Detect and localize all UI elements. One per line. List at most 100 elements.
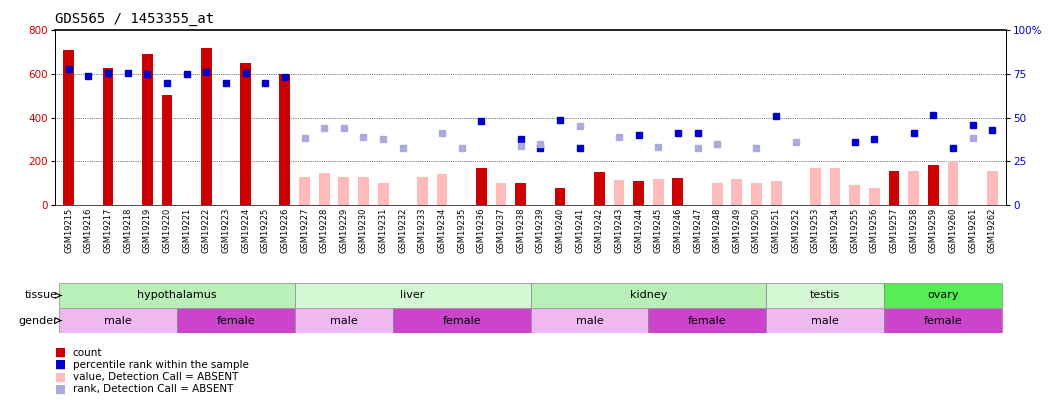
Text: GSM19262: GSM19262 (988, 207, 997, 253)
Bar (358, 177, 369, 205)
Text: ■: ■ (54, 370, 66, 384)
Text: GSM19223: GSM19223 (221, 207, 231, 253)
Text: GDS565 / 1453355_at: GDS565 / 1453355_at (54, 12, 214, 26)
Text: gender: gender (18, 315, 58, 326)
Text: ■: ■ (54, 358, 66, 371)
Bar (516, 183, 526, 205)
Bar (830, 168, 840, 205)
Bar (103, 68, 113, 205)
Text: GSM19219: GSM19219 (143, 207, 152, 253)
Bar (766, 308, 885, 333)
Text: GSM19257: GSM19257 (890, 207, 898, 253)
Text: rank, Detection Call = ABSENT: rank, Detection Call = ABSENT (72, 384, 234, 394)
Text: male: male (104, 315, 132, 326)
Text: value, Detection Call = ABSENT: value, Detection Call = ABSENT (72, 372, 238, 382)
Text: GSM19230: GSM19230 (359, 207, 368, 253)
Text: GSM19246: GSM19246 (674, 207, 682, 253)
Bar (732, 179, 742, 205)
Text: GSM19253: GSM19253 (811, 207, 820, 253)
Bar (59, 283, 294, 308)
Text: GSM19220: GSM19220 (162, 207, 172, 253)
Text: liver: liver (400, 290, 424, 301)
Text: male: male (575, 315, 604, 326)
Text: female: female (442, 315, 481, 326)
Text: ■: ■ (54, 346, 66, 359)
Text: GSM19221: GSM19221 (182, 207, 191, 253)
Text: GSM19234: GSM19234 (438, 207, 446, 253)
Bar (649, 308, 766, 333)
Bar (889, 171, 899, 205)
Text: GSM19261: GSM19261 (968, 207, 977, 253)
Bar (141, 54, 153, 205)
Bar (201, 47, 212, 205)
Bar (885, 283, 1002, 308)
Text: GSM19245: GSM19245 (654, 207, 662, 253)
Text: GSM19252: GSM19252 (791, 207, 801, 253)
Bar (849, 185, 860, 205)
Bar (712, 183, 722, 205)
Text: GSM19251: GSM19251 (771, 207, 781, 253)
Text: GSM19239: GSM19239 (536, 207, 545, 253)
Bar (63, 50, 74, 205)
Text: GSM19243: GSM19243 (614, 207, 624, 253)
Text: ovary: ovary (927, 290, 959, 301)
Bar (437, 175, 447, 205)
Text: GSM19240: GSM19240 (555, 207, 565, 253)
Text: GSM19226: GSM19226 (281, 207, 289, 253)
Bar (594, 172, 605, 205)
Bar (280, 74, 290, 205)
Bar (240, 63, 252, 205)
Bar (377, 183, 389, 205)
Text: male: male (330, 315, 357, 326)
Text: GSM19215: GSM19215 (64, 207, 73, 253)
Text: GSM19259: GSM19259 (929, 207, 938, 253)
Text: GSM19236: GSM19236 (477, 207, 486, 253)
Text: GSM19249: GSM19249 (733, 207, 741, 253)
Bar (339, 177, 349, 205)
Text: GSM19256: GSM19256 (870, 207, 879, 253)
Text: GSM19222: GSM19222 (202, 207, 211, 253)
Bar (947, 161, 958, 205)
Bar (673, 178, 683, 205)
Bar (417, 177, 428, 205)
Text: GSM19250: GSM19250 (752, 207, 761, 253)
Bar (476, 168, 486, 205)
Text: GSM19258: GSM19258 (910, 207, 918, 253)
Text: GSM19238: GSM19238 (517, 207, 525, 253)
Text: GSM19232: GSM19232 (398, 207, 408, 253)
Bar (633, 181, 643, 205)
Text: GSM19237: GSM19237 (497, 207, 505, 253)
Bar (59, 308, 177, 333)
Bar (530, 308, 649, 333)
Bar (770, 181, 782, 205)
Bar (161, 94, 173, 205)
Bar (299, 177, 310, 205)
Text: GSM19229: GSM19229 (340, 207, 348, 253)
Text: GSM19241: GSM19241 (575, 207, 584, 253)
Text: GSM19247: GSM19247 (693, 207, 702, 253)
Text: female: female (923, 315, 962, 326)
Text: GSM19255: GSM19255 (850, 207, 859, 253)
Bar (885, 308, 1002, 333)
Bar (766, 283, 885, 308)
Bar (987, 171, 998, 205)
Bar (653, 179, 663, 205)
Text: GSM19244: GSM19244 (634, 207, 643, 253)
Text: hypothalamus: hypothalamus (137, 290, 217, 301)
Text: GSM19231: GSM19231 (378, 207, 388, 253)
Text: GSM19225: GSM19225 (261, 207, 269, 253)
Bar (810, 168, 821, 205)
Text: GSM19235: GSM19235 (457, 207, 466, 253)
Bar (909, 171, 919, 205)
Text: female: female (689, 315, 726, 326)
Text: GSM19254: GSM19254 (831, 207, 839, 253)
Text: tissue: tissue (25, 290, 58, 301)
Bar (177, 308, 294, 333)
Text: percentile rank within the sample: percentile rank within the sample (72, 360, 248, 370)
Text: kidney: kidney (630, 290, 668, 301)
Text: GSM19260: GSM19260 (948, 207, 958, 253)
Text: count: count (72, 347, 103, 358)
Bar (530, 283, 766, 308)
Bar (319, 173, 329, 205)
Text: GSM19216: GSM19216 (84, 207, 93, 253)
